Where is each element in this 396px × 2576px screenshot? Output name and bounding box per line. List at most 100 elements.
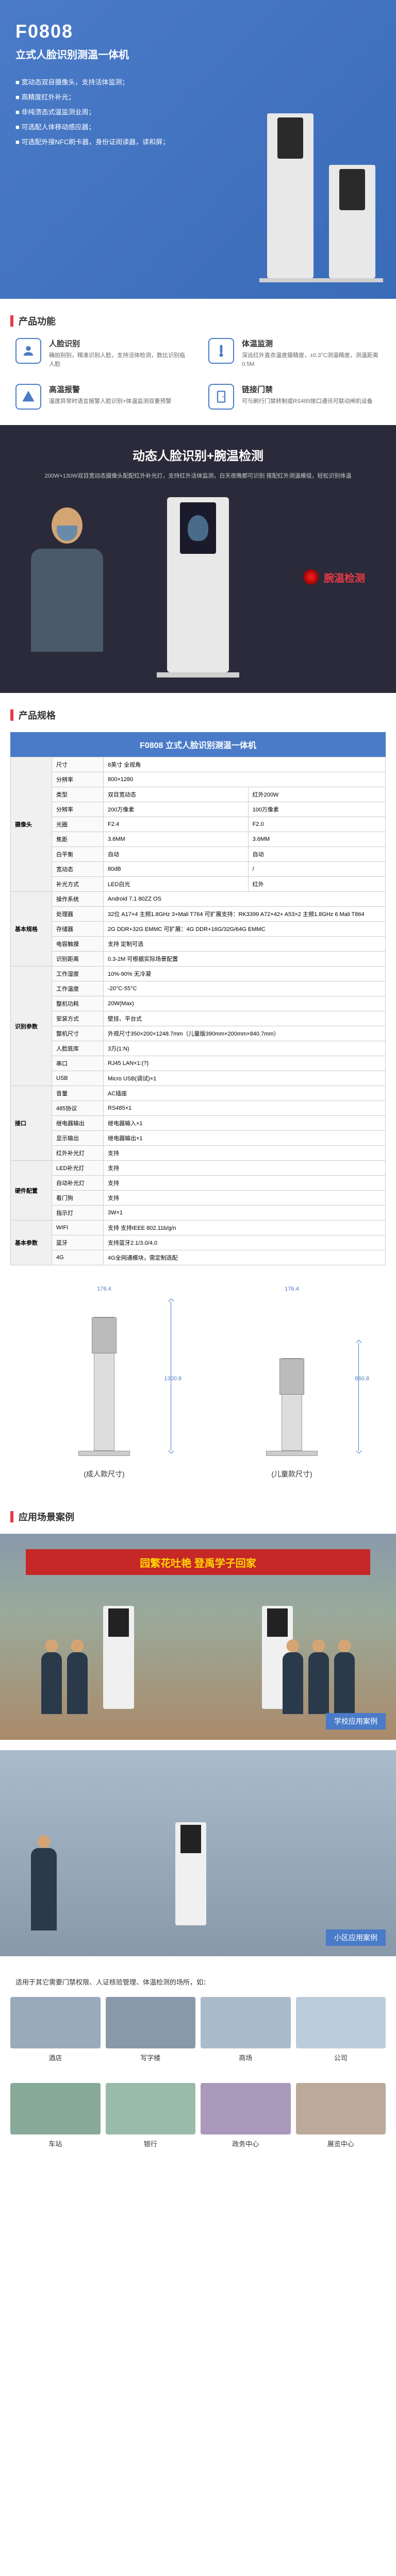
hero-device-render <box>267 113 375 278</box>
spec-value: 自动 <box>248 847 385 862</box>
dimension-adult: 176.4 1300.8 (成人款尺寸) <box>53 1296 156 1479</box>
spec-value: 继电器输入×1 <box>104 1116 386 1131</box>
spec-value: 2G DDR+32G EMMC 可扩展：4G DDR+16G/32G/64G E… <box>104 922 386 937</box>
spec-value: 红外 <box>248 877 385 892</box>
table-row: 焦距3.6MM3.6MM <box>11 832 386 847</box>
spec-table-title: F0808 立式人脸识别测温一体机 <box>10 732 386 757</box>
spec-label: 指示灯 <box>52 1206 104 1221</box>
spec-value: 自动 <box>104 847 249 862</box>
spec-label: 红外补光灯 <box>52 1146 104 1161</box>
spec-value: LED白光 <box>104 877 249 892</box>
table-row: USBMicro USB(调试)×1 <box>11 1071 386 1086</box>
table-row: 宽动态80dB/ <box>11 862 386 877</box>
spec-value: F2.0 <box>248 817 385 832</box>
spec-label: 继电器输出 <box>52 1116 104 1131</box>
school-banner: 园繁花吐艳 登禹学子回家 <box>26 1549 370 1575</box>
table-row: 继电器输出继电器输入×1 <box>11 1116 386 1131</box>
spec-value: 10%-90% 无冷凝 <box>104 967 386 981</box>
table-row: 工作温度-20°C-55°C <box>11 981 386 996</box>
spec-label: 整机功耗 <box>52 996 104 1011</box>
hero-bullet: 宽动态双目摄像头，支持活体监测； <box>15 77 381 87</box>
section-header-specs: 产品规格 <box>10 708 386 722</box>
footer-item: 展览中心 <box>296 2083 386 2148</box>
spec-value: 32位 A17×4 主频1.8GHz 3+Mali T764 可扩展支持：RK3… <box>104 907 386 922</box>
feature-title: 高温报警 <box>49 384 171 395</box>
feature-door-access: 链接门禁可与刷行门禁转制或RS485接口通讯可联动闸机设备 <box>208 384 381 410</box>
dimensions-section: 176.4 1300.8 (成人款尺寸) 176.4 860.8 (儿童款尺寸) <box>0 1281 396 1495</box>
table-row: 分辨率800×1280 <box>11 772 386 787</box>
case-label: 小区应用案例 <box>326 1929 386 1946</box>
table-row: 处理器32位 A17×4 主频1.8GHz 3+Mali T764 可扩展支持：… <box>11 907 386 922</box>
table-row: 类型双目宽动态红外200W <box>11 787 386 802</box>
table-row: 识别参数工作湿度10%-90% 无冷凝 <box>11 967 386 981</box>
dim-width-label: 176.4 <box>97 1286 111 1292</box>
spec-label: 补光方式 <box>52 877 104 892</box>
footer-grid-2: 车站 银行 政务中心 展览中心 <box>0 2078 396 2164</box>
spec-label: 存储器 <box>52 922 104 937</box>
spec-label: 操作系统 <box>52 892 104 907</box>
table-row: 显示输出继电器输出×1 <box>11 1131 386 1146</box>
footer-item: 商场 <box>201 1997 291 2062</box>
spec-value: F2.4 <box>104 817 249 832</box>
table-row: 基本规格操作系统Android 7.1 80ZZ OS <box>11 892 386 907</box>
spec-label: 自动补光灯 <box>52 1176 104 1191</box>
thermometer-icon <box>208 338 234 364</box>
table-row: 看门狗支持 <box>11 1191 386 1206</box>
spec-label: LED补光灯 <box>52 1161 104 1176</box>
spec-value: 100万像素 <box>248 802 385 817</box>
section-title: 产品规格 <box>19 708 56 722</box>
demo-subtitle: 200W+130W双目宽动态摄像头配配红外补光灯，支持红外活体监测，白天夜晚都可… <box>15 471 381 480</box>
spec-label: 类型 <box>52 787 104 802</box>
spec-label: 分辨率 <box>52 772 104 787</box>
spec-label: 整机尺寸 <box>52 1026 104 1041</box>
footer-item: 写字楼 <box>106 1997 196 2062</box>
table-row: 摄像头尺寸8英寸 全视角 <box>11 757 386 772</box>
dim-caption: (成人款尺寸) <box>53 1469 156 1479</box>
footer-grid-1: 酒店 写字楼 商场 公司 <box>0 1992 396 2078</box>
spec-label: 焦距 <box>52 832 104 847</box>
spec-value: / <box>248 862 385 877</box>
case-label: 学校应用案例 <box>326 1713 386 1730</box>
spec-value: 壁挂、平台式 <box>104 1011 386 1026</box>
hero-bullet: 高精度红外补光； <box>15 92 381 101</box>
spec-value: 3.6MM <box>248 832 385 847</box>
spec-label: 白平衡 <box>52 847 104 862</box>
spec-label: 处理器 <box>52 907 104 922</box>
table-row: 硬件配置LED补光灯支持 <box>11 1161 386 1176</box>
spec-category: 识别参数 <box>11 967 52 1086</box>
spec-value: 20W(Max) <box>104 996 386 1011</box>
table-row: 识别距离0.3-2M 可根据实际场景配置 <box>11 952 386 967</box>
spec-category: 硬件配置 <box>11 1161 52 1221</box>
dim-height-label: 860.8 <box>355 1376 369 1382</box>
hero-section: F0808 立式人脸识别测温一体机 宽动态双目摄像头，支持活体监测； 高精度红外… <box>0 0 396 299</box>
demo-label: 腕温检测 <box>303 569 365 585</box>
spec-label: 光圈 <box>52 817 104 832</box>
table-row: 整机尺寸外观尺寸350×200×1248.7mm（儿童版390mm×200mm×… <box>11 1026 386 1041</box>
spec-value: 支持 <box>104 1176 386 1191</box>
table-row: 补光方式LED白光红外 <box>11 877 386 892</box>
face-icon <box>15 338 41 364</box>
demo-device-illustration <box>167 497 229 672</box>
spec-value: -20°C-55°C <box>104 981 386 996</box>
spec-label: WIFI <box>52 1221 104 1235</box>
product-model: F0808 <box>15 21 381 42</box>
table-row: 电容触摸支持 定制可选 <box>11 937 386 952</box>
table-row: 4G4G全网通模块，需定制选配 <box>11 1250 386 1265</box>
spec-label: USB <box>52 1071 104 1086</box>
feature-temperature: 体温监测深远红外直衣温度摄精度，±0.3°C测温精度，测温距离0.5M <box>208 338 381 368</box>
spec-label: 宽动态 <box>52 862 104 877</box>
feature-title: 链接门禁 <box>242 384 373 395</box>
spec-value: 双目宽动态 <box>104 787 249 802</box>
case-school-photo: 园繁花吐艳 登禹学子回家 学校应用案例 <box>0 1534 396 1740</box>
footer-item: 酒店 <box>10 1997 101 2062</box>
spec-category: 基本参数 <box>11 1221 52 1265</box>
spec-value: 支持 支持IEEE 802.11b/g/n <box>104 1221 386 1235</box>
table-row: 整机功耗20W(Max) <box>11 996 386 1011</box>
spec-value: 3W×1 <box>104 1206 386 1221</box>
spec-label: 识别距离 <box>52 952 104 967</box>
feature-alarm: 高温报警温度异常时语言报警人脸识别+体温监测双重预警 <box>15 384 188 410</box>
spec-value: Android 7.1 80ZZ OS <box>104 892 386 907</box>
section-header-cases: 应用场景案例 <box>10 1510 386 1523</box>
table-row: 串口RJ45 LAN×1:(?) <box>11 1056 386 1071</box>
dim-height-label: 1300.8 <box>164 1376 182 1382</box>
